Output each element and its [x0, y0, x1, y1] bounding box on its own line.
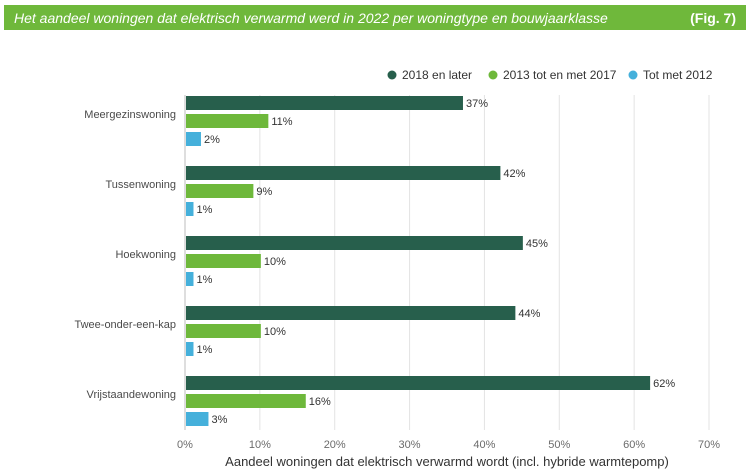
bar-tot-met-2012-hoekwoning [186, 272, 194, 286]
figure-label: (Fig. 7) [690, 10, 736, 26]
legend-marker-2018-en-later [387, 70, 397, 80]
legend-label-tot-met-2012: Tot met 2012 [643, 68, 713, 82]
bar-2018-en-later-twee-onder-een-kap [186, 306, 516, 320]
data-label: 1% [196, 344, 212, 356]
data-label: 1% [196, 204, 212, 216]
data-label: 11% [271, 116, 292, 128]
bar-2013-tot-en-met-2017-vrijstaandewoning [186, 394, 306, 408]
data-label: 10% [264, 256, 286, 268]
data-label: 10% [264, 326, 286, 338]
data-label: 1% [196, 274, 212, 286]
x-tick-label: 40% [473, 439, 495, 451]
bar-2018-en-later-tussenwoning [186, 166, 501, 180]
chart-title: Het aandeel woningen dat elektrisch verw… [14, 10, 608, 26]
data-label: 3% [211, 414, 227, 426]
bar-2013-tot-en-met-2017-meergezinswoning [186, 114, 269, 128]
data-label: 9% [256, 186, 272, 198]
legend-label-2018-en-later: 2018 en later [402, 68, 472, 82]
category-label-twee-onder-een-kap: Twee-onder-een-kap [74, 319, 176, 331]
data-label: 16% [309, 396, 331, 408]
bar-tot-met-2012-vrijstaandewoning [186, 412, 209, 426]
data-label: 45% [526, 238, 548, 250]
x-tick-label: 50% [548, 439, 570, 451]
bar-tot-met-2012-tussenwoning [186, 202, 194, 216]
data-label: 2% [204, 134, 220, 146]
legend-marker-tot-met-2012 [628, 70, 638, 80]
x-axis-title: Aandeel woningen dat elektrisch verwarmd… [225, 454, 669, 469]
bar-2018-en-later-meergezinswoning [186, 96, 463, 110]
data-label: 44% [518, 308, 540, 320]
data-label: 62% [653, 378, 675, 390]
category-label-tussenwoning: Tussenwoning [105, 179, 176, 191]
category-label-meergezinswoning: Meergezinswoning [84, 109, 176, 121]
bar-2013-tot-en-met-2017-twee-onder-een-kap [186, 324, 261, 338]
x-tick-label: 10% [249, 439, 271, 451]
bar-2013-tot-en-met-2017-tussenwoning [186, 184, 254, 198]
bar-tot-met-2012-meergezinswoning [186, 132, 201, 146]
x-tick-label: 0% [177, 439, 193, 451]
bar-2018-en-later-hoekwoning [186, 236, 523, 250]
data-label: 37% [466, 98, 488, 110]
bar-2013-tot-en-met-2017-hoekwoning [186, 254, 261, 268]
x-tick-label: 70% [698, 439, 720, 451]
category-label-vrijstaandewoning: Vrijstaandewoning [87, 389, 176, 401]
category-label-hoekwoning: Hoekwoning [115, 249, 176, 261]
bar-2018-en-later-vrijstaandewoning [186, 376, 651, 390]
data-label: 42% [503, 168, 525, 180]
x-tick-label: 60% [623, 439, 645, 451]
x-tick-label: 30% [399, 439, 421, 451]
x-tick-label: 20% [324, 439, 346, 451]
bar-tot-met-2012-twee-onder-een-kap [186, 342, 194, 356]
legend-marker-2013-tot-en-met-2017 [488, 70, 498, 80]
header-bar: Het aandeel woningen dat elektrisch verw… [4, 5, 746, 30]
legend-label-2013-tot-en-met-2017: 2013 tot en met 2017 [503, 68, 617, 82]
